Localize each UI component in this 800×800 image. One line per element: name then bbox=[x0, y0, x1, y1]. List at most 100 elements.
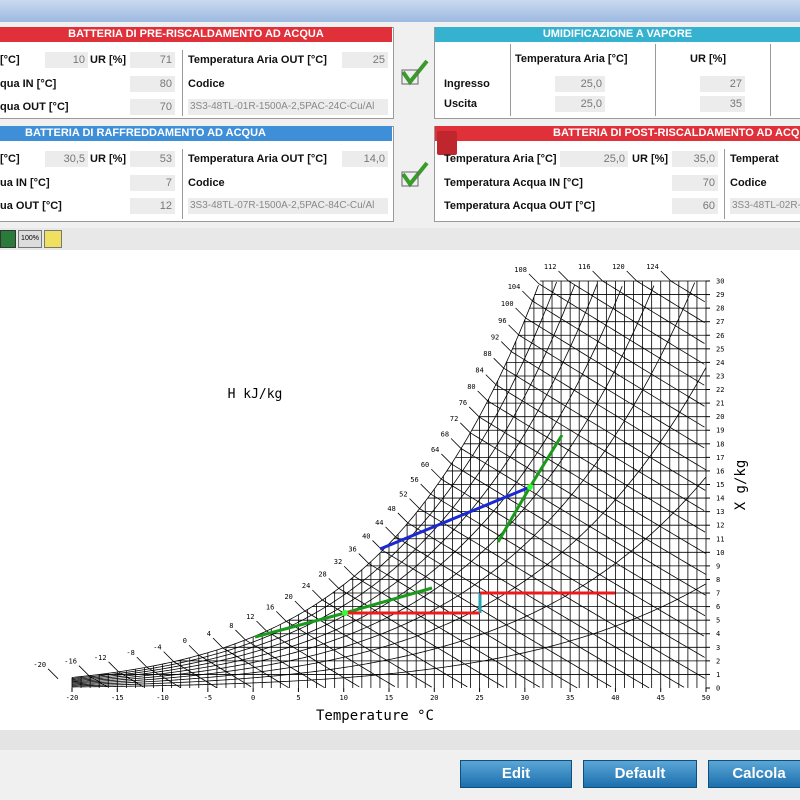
y-tick-label: 10 bbox=[716, 549, 724, 557]
h-axis-label: H kJ/kg bbox=[228, 387, 283, 402]
x-tick-label: -5 bbox=[204, 694, 212, 702]
enthalpy-line bbox=[420, 483, 705, 658]
y-tick-label: 21 bbox=[716, 400, 724, 408]
y-tick-label: 18 bbox=[716, 440, 724, 448]
h-tick-label: 124 bbox=[646, 263, 659, 271]
chart-line bbox=[71, 285, 655, 684]
field-label: qua IN [°C] bbox=[0, 78, 57, 90]
h-tick-label: 80 bbox=[467, 383, 475, 391]
enthalpy-line bbox=[592, 270, 705, 344]
process-lines bbox=[254, 434, 615, 639]
y-tick-label: 25 bbox=[716, 345, 724, 353]
enthalpy-line bbox=[188, 644, 252, 688]
field-label: [°C] bbox=[0, 54, 20, 66]
enthalpy-line bbox=[78, 665, 108, 688]
field-label: Temperatura Aria OUT [°C] bbox=[188, 153, 327, 165]
h-tick-label: 12 bbox=[246, 613, 254, 621]
check-icon bbox=[401, 59, 429, 86]
check-icon bbox=[401, 161, 429, 188]
enthalpy-line bbox=[515, 307, 705, 428]
h-tick-label: 92 bbox=[491, 334, 499, 342]
x-tick-label: 30 bbox=[521, 694, 529, 702]
h-tick-label: 100 bbox=[501, 300, 514, 308]
y-tick-label: 15 bbox=[716, 481, 724, 489]
y-tick-label: 27 bbox=[716, 318, 724, 326]
tool-button[interactable]: 100% bbox=[18, 230, 42, 248]
field-value: 25,0 bbox=[560, 151, 628, 167]
y-tick-label: 28 bbox=[716, 305, 724, 313]
y-tick-label: 26 bbox=[716, 332, 724, 340]
field-value: 35,0 bbox=[672, 151, 718, 167]
y-tick-label: 13 bbox=[716, 508, 724, 516]
x-axis-label: Temperature °C bbox=[316, 708, 434, 724]
enthalpy-line bbox=[397, 512, 685, 688]
chart-line bbox=[71, 282, 696, 685]
y-tick-label: 23 bbox=[716, 372, 724, 380]
y-tick-label: 17 bbox=[716, 454, 724, 462]
field-value: 70 bbox=[130, 99, 175, 115]
y-tick-label: 1 bbox=[716, 671, 720, 679]
psychrometric-chart: -20 -15 -10 -5 0 5 10 15 20 25 30 35 40 45 50012345678… bbox=[0, 250, 800, 730]
h-tick-label: 48 bbox=[387, 505, 395, 513]
h-tick-label: 84 bbox=[475, 367, 483, 375]
enthalpy-line bbox=[441, 453, 706, 617]
y-tick-label: 0 bbox=[716, 685, 720, 693]
enthalpy-line bbox=[450, 438, 706, 596]
field-label: [°C] bbox=[0, 153, 20, 165]
x-tick-label: 50 bbox=[702, 694, 710, 702]
panel-title: BATTERIA DI PRE-RISCALDAMENTO AD ACQUA bbox=[0, 27, 392, 42]
field-value: 14,0 bbox=[342, 151, 388, 167]
enthalpy-line bbox=[626, 270, 705, 323]
x-tick-label: 15 bbox=[385, 694, 393, 702]
field-label: ua IN [°C] bbox=[0, 177, 50, 189]
x-tick-label: 40 bbox=[611, 694, 619, 702]
tool-button[interactable] bbox=[0, 230, 16, 248]
enthalpy-line bbox=[358, 553, 578, 689]
column-header: Temperatura Aria [°C] bbox=[515, 53, 628, 65]
panel-title: BATTERIA DI RAFFREDDAMENTO AD ACQUA bbox=[0, 126, 392, 141]
h-tick-label: 32 bbox=[334, 558, 342, 566]
x-tick-label: 5 bbox=[296, 694, 300, 702]
h-tick-label: 64 bbox=[431, 446, 439, 454]
field-label: Codice bbox=[188, 177, 225, 189]
enthalpy-line bbox=[256, 620, 360, 688]
y-tick-label: 6 bbox=[716, 603, 720, 611]
y-tick-label: 7 bbox=[716, 590, 720, 598]
enthalpy-line bbox=[460, 422, 706, 575]
edit-button[interactable]: Edit bbox=[460, 760, 572, 788]
h-tick-label: -4 bbox=[153, 644, 161, 652]
field-value: 80 bbox=[130, 76, 175, 92]
panel-title: BATTERIA DI POST-RISCALDAMENTO AD ACQ bbox=[435, 126, 800, 141]
y-tick-label: 22 bbox=[716, 386, 724, 394]
field-value: 53 bbox=[130, 151, 175, 167]
toolbar: 100% bbox=[0, 228, 800, 250]
enthalpy-line bbox=[294, 600, 432, 688]
h-tick-label: 88 bbox=[483, 350, 491, 358]
enthalpy-line bbox=[558, 270, 705, 365]
enthalpy-line bbox=[485, 374, 705, 511]
field-label: ua OUT [°C] bbox=[0, 200, 62, 212]
x-tick-label: 0 bbox=[251, 694, 255, 702]
h-tick-label: 112 bbox=[544, 263, 557, 271]
h-tick-label: 60 bbox=[421, 461, 429, 469]
field-label: Temperatura Aria [°C] bbox=[444, 153, 557, 165]
field-label: qua OUT [°C] bbox=[0, 101, 69, 113]
field-value: 25,0 bbox=[555, 76, 605, 92]
x-tick-label: -10 bbox=[156, 694, 169, 702]
y-tick-label: 5 bbox=[716, 617, 720, 625]
enthalpy-line bbox=[500, 341, 707, 471]
h-tick-label: 4 bbox=[207, 630, 211, 638]
tool-button[interactable] bbox=[44, 230, 62, 248]
calcola-button[interactable]: Calcola bbox=[708, 760, 800, 788]
h-tick-label: 16 bbox=[266, 603, 274, 611]
enthalpy-line bbox=[343, 565, 541, 688]
y-tick-label: 4 bbox=[716, 630, 720, 638]
h-tick-label: 8 bbox=[229, 622, 233, 630]
field-value: 12 bbox=[130, 198, 175, 214]
field-value: 60 bbox=[672, 198, 718, 214]
y-tick-label: 19 bbox=[716, 427, 724, 435]
default-button[interactable]: Default bbox=[583, 760, 697, 788]
y-axis-label: X g/kg bbox=[733, 460, 749, 511]
enthalpy-line bbox=[108, 661, 144, 688]
y-tick-label: 11 bbox=[716, 535, 724, 543]
